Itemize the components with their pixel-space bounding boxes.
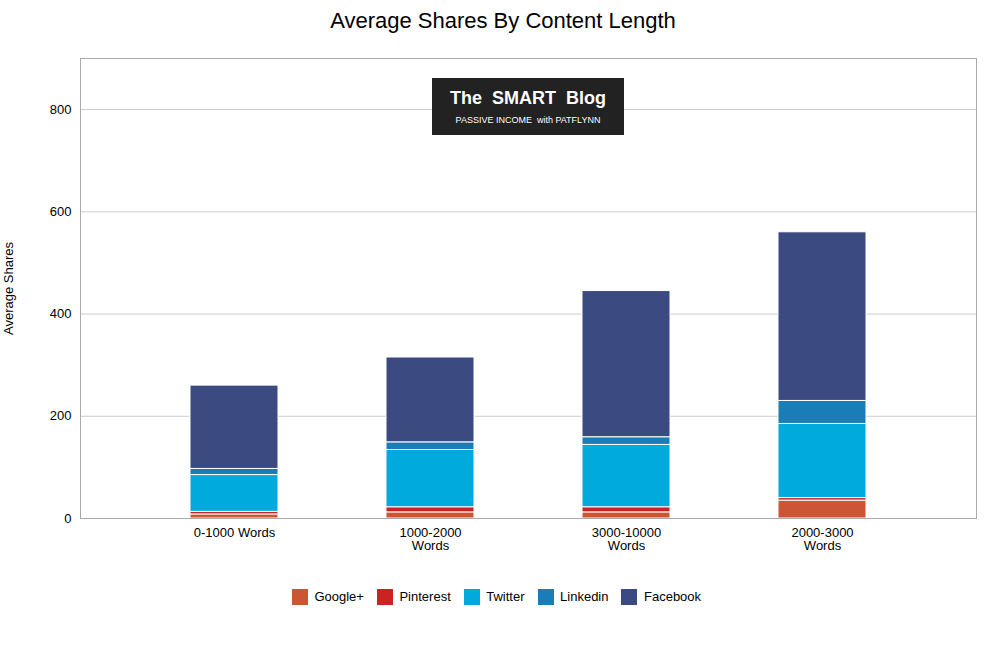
svg-text:0: 0 bbox=[64, 511, 71, 526]
html-text:The SMART Blog: The SMART Blog bbox=[450, 88, 606, 108]
html-text:Linkedin: Linkedin bbox=[560, 589, 609, 604]
svg-text:0-1000 Words: 0-1000 Words bbox=[194, 525, 276, 540]
svg-text:2000-3000Words: 2000-3000Words bbox=[791, 525, 853, 553]
svg-text:1000-2000Words: 1000-2000Words bbox=[399, 525, 461, 553]
html-text:Average Shares By Content Leng: Average Shares By Content Length bbox=[330, 8, 676, 33]
svg-text:200: 200 bbox=[50, 408, 72, 423]
html-text:Twitter: Twitter bbox=[486, 589, 525, 604]
html-text:Facebook: Facebook bbox=[644, 589, 702, 604]
html-text:Google+: Google+ bbox=[314, 589, 364, 604]
svg-text:600: 600 bbox=[50, 204, 72, 219]
svg-text:400: 400 bbox=[50, 306, 72, 321]
html-text:PASSIVE INCOME with PATFLYNN: PASSIVE INCOME with PATFLYNN bbox=[455, 115, 601, 125]
html-text:Pinterest: Pinterest bbox=[399, 589, 451, 604]
svg-text:3000-10000Words: 3000-10000Words bbox=[592, 525, 661, 553]
svg-text:800: 800 bbox=[50, 102, 72, 117]
svg-text:Average Shares: Average Shares bbox=[1, 242, 16, 335]
